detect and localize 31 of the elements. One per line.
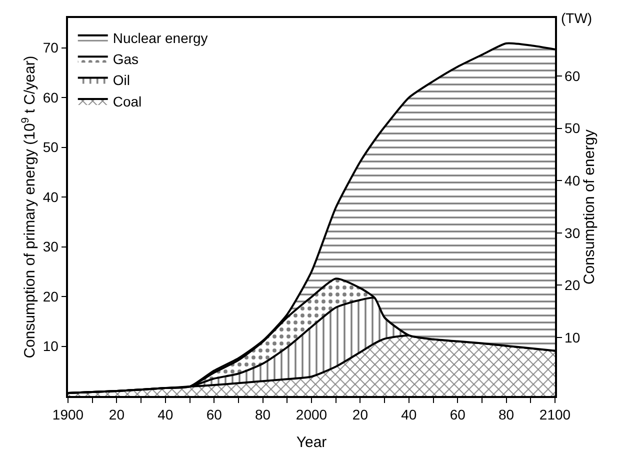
text: (TW) bbox=[561, 10, 592, 26]
x-tick-label: 20 bbox=[352, 406, 368, 423]
y2-tick-label: 30 bbox=[564, 224, 580, 241]
y2-tick-label: 20 bbox=[564, 277, 580, 294]
x-tick-label: 2000 bbox=[296, 406, 328, 423]
x-tick-label: 40 bbox=[158, 406, 174, 423]
y2-tick-label: 10 bbox=[564, 329, 580, 346]
x-tick-label: 20 bbox=[108, 406, 125, 423]
x-tick-label: 80 bbox=[498, 406, 514, 423]
x-tick-label: 1900 bbox=[52, 406, 84, 423]
legend-label: Gas bbox=[112, 51, 139, 68]
x-axis-title: Year bbox=[296, 434, 327, 452]
y-tick-label: 40 bbox=[42, 188, 59, 205]
x-tick-label: 60 bbox=[450, 406, 466, 423]
y2-axis-title: Consumption of energy bbox=[580, 128, 598, 285]
y-tick-label: 50 bbox=[42, 139, 59, 156]
y-tick-label: 30 bbox=[42, 238, 59, 255]
y-tick-label: 60 bbox=[42, 89, 59, 106]
x-tick-label: 60 bbox=[206, 406, 222, 423]
y2-tick-label: 40 bbox=[564, 172, 580, 188]
y2-tick-label: 60 bbox=[564, 68, 580, 84]
y-tick-label: 20 bbox=[42, 288, 59, 304]
legend-label: Nuclear energy bbox=[112, 30, 208, 46]
y-tick-label: 70 bbox=[42, 40, 59, 56]
y-tick-label: 10 bbox=[42, 338, 59, 354]
legend-label: Oil bbox=[112, 72, 130, 88]
x-tick-label: 40 bbox=[401, 406, 417, 423]
x-tick-label: 80 bbox=[255, 406, 271, 423]
y2-tick-label: 50 bbox=[564, 120, 580, 136]
x-tick-label: 2100 bbox=[539, 406, 571, 423]
legend-label: Coal bbox=[112, 93, 142, 110]
